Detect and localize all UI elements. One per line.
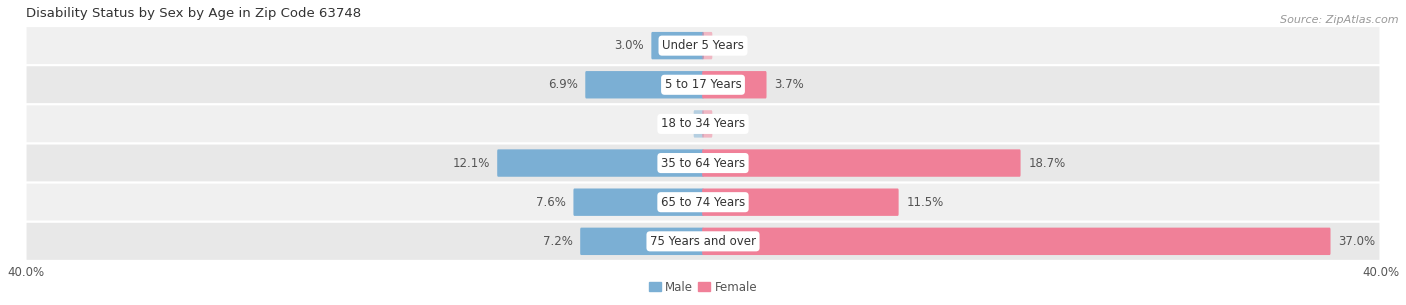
Text: 18 to 34 Years: 18 to 34 Years (661, 117, 745, 131)
Text: 37.0%: 37.0% (1339, 235, 1375, 248)
FancyBboxPatch shape (702, 228, 1330, 255)
Text: 7.2%: 7.2% (543, 235, 572, 248)
Text: Disability Status by Sex by Age in Zip Code 63748: Disability Status by Sex by Age in Zip C… (25, 7, 360, 20)
FancyBboxPatch shape (25, 143, 1381, 183)
FancyBboxPatch shape (581, 228, 704, 255)
FancyBboxPatch shape (25, 222, 1381, 261)
Text: Source: ZipAtlas.com: Source: ZipAtlas.com (1281, 15, 1399, 25)
FancyBboxPatch shape (702, 71, 766, 99)
Text: 0.0%: 0.0% (713, 39, 742, 52)
Text: 0.0%: 0.0% (664, 117, 693, 131)
FancyBboxPatch shape (651, 32, 704, 59)
FancyBboxPatch shape (25, 104, 1381, 143)
FancyBboxPatch shape (693, 110, 704, 138)
FancyBboxPatch shape (702, 188, 898, 216)
Legend: Male, Female: Male, Female (644, 276, 762, 298)
FancyBboxPatch shape (585, 71, 704, 99)
FancyBboxPatch shape (702, 32, 713, 59)
Text: 3.7%: 3.7% (775, 78, 804, 91)
Text: 18.7%: 18.7% (1028, 156, 1066, 170)
FancyBboxPatch shape (498, 149, 704, 177)
FancyBboxPatch shape (702, 110, 713, 138)
FancyBboxPatch shape (574, 188, 704, 216)
Text: 5 to 17 Years: 5 to 17 Years (665, 78, 741, 91)
Text: 0.0%: 0.0% (713, 117, 742, 131)
FancyBboxPatch shape (702, 149, 1021, 177)
Text: 6.9%: 6.9% (548, 78, 578, 91)
FancyBboxPatch shape (25, 183, 1381, 222)
Text: 65 to 74 Years: 65 to 74 Years (661, 196, 745, 209)
Text: Under 5 Years: Under 5 Years (662, 39, 744, 52)
Text: 11.5%: 11.5% (907, 196, 943, 209)
Text: 3.0%: 3.0% (614, 39, 644, 52)
FancyBboxPatch shape (25, 65, 1381, 104)
Text: 35 to 64 Years: 35 to 64 Years (661, 156, 745, 170)
Text: 7.6%: 7.6% (536, 196, 565, 209)
Text: 75 Years and over: 75 Years and over (650, 235, 756, 248)
Text: 12.1%: 12.1% (453, 156, 489, 170)
FancyBboxPatch shape (25, 26, 1381, 65)
